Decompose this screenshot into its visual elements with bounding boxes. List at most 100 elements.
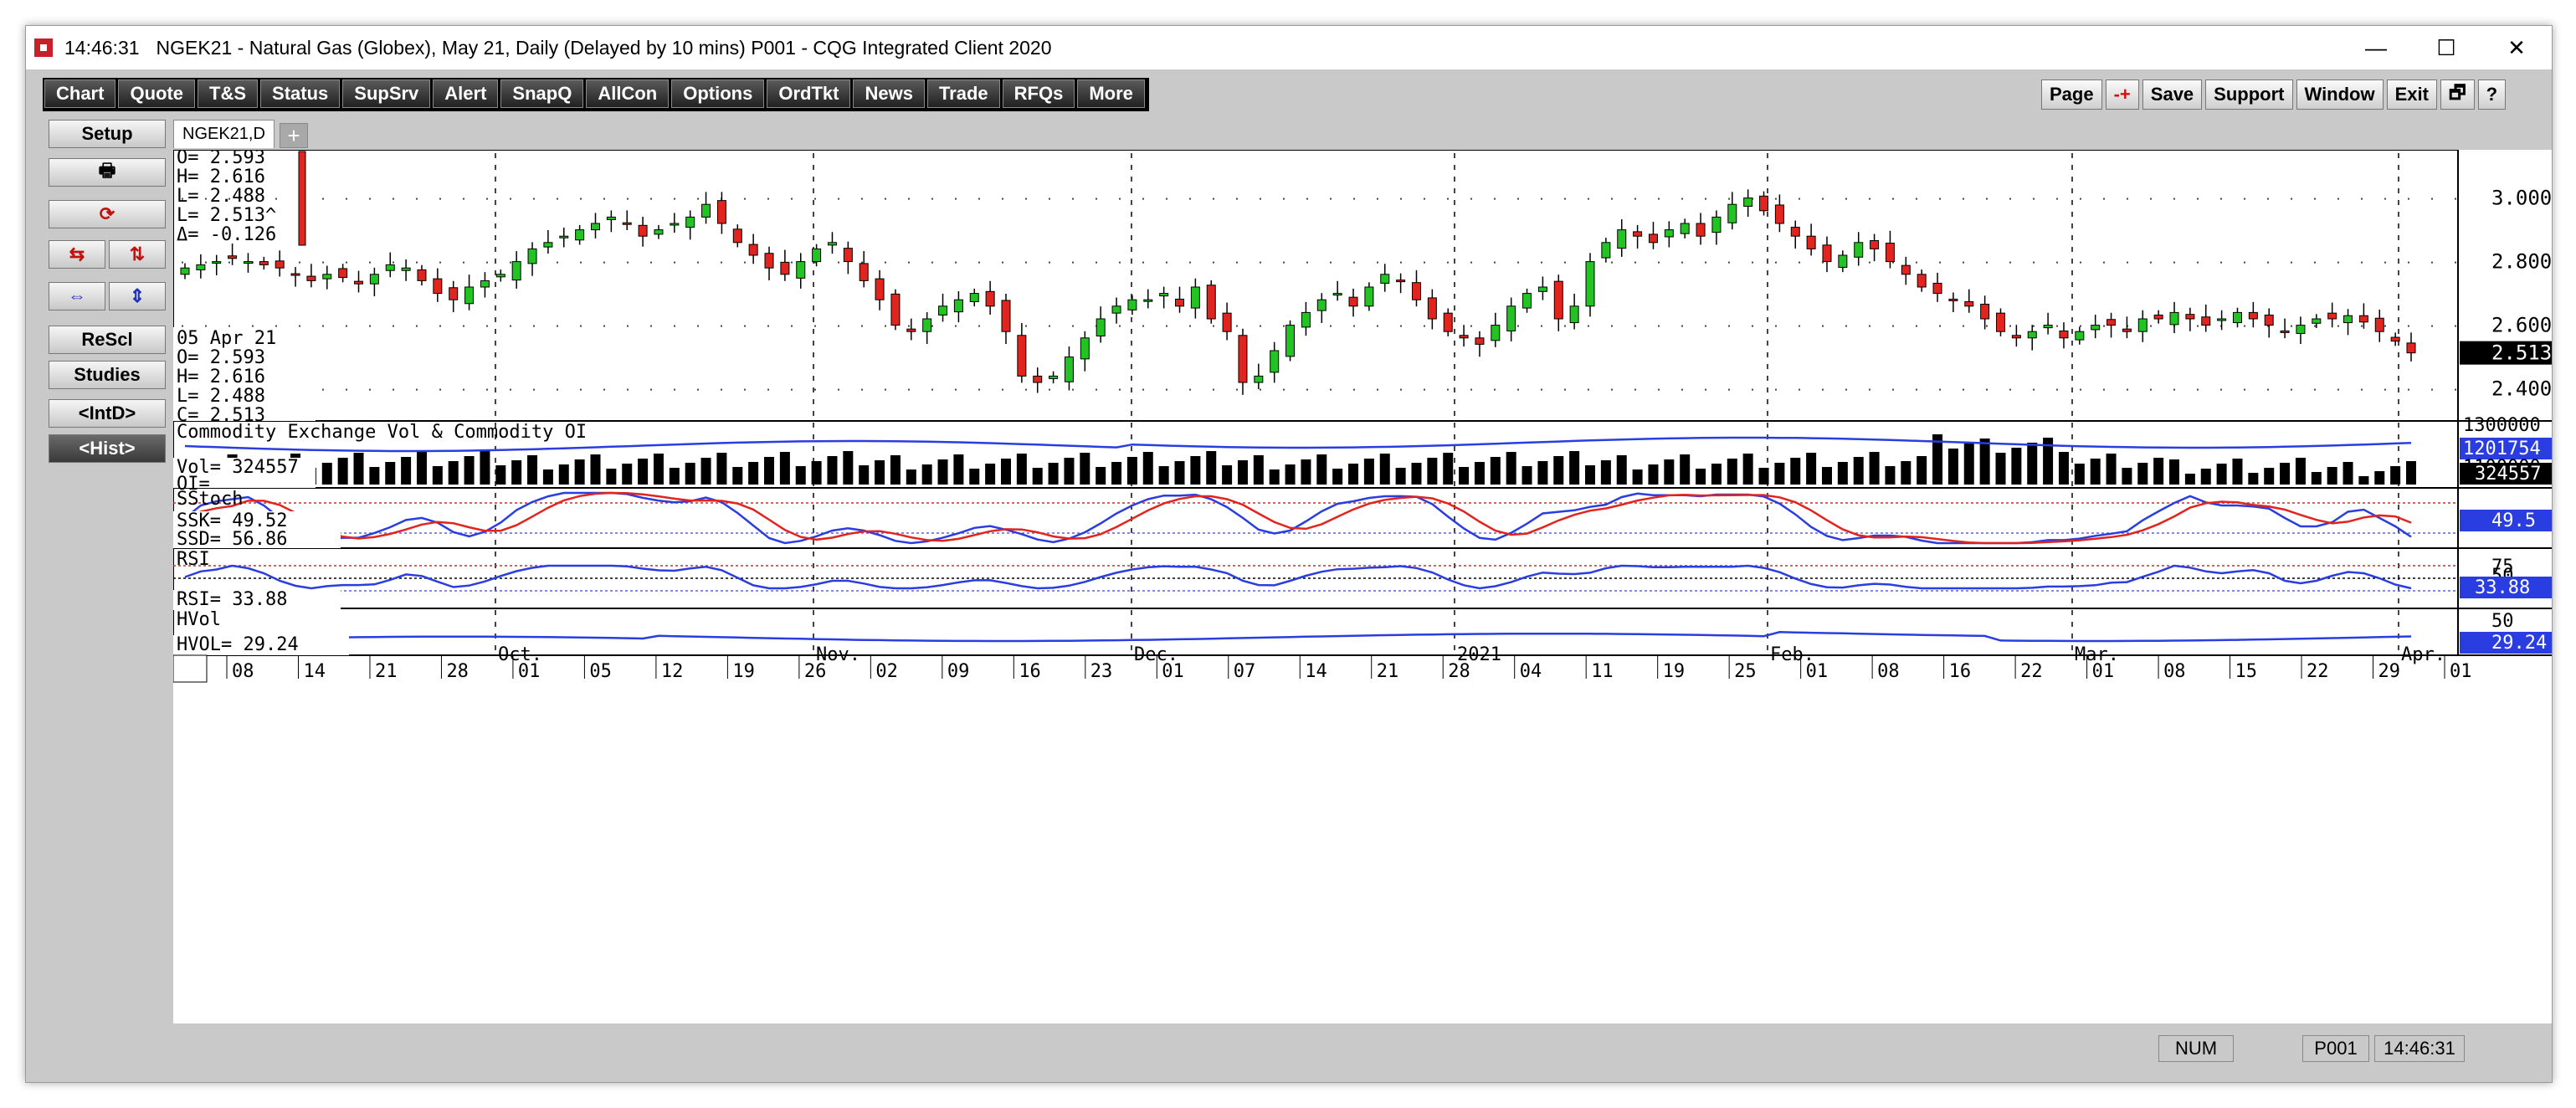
studies-button[interactable]: Studies [49, 361, 166, 389]
candle-body [259, 261, 269, 265]
swap-vertical-icon[interactable]: ⇅ [109, 240, 166, 269]
volume-bar [2137, 463, 2148, 485]
volume-bar [1080, 453, 1090, 485]
add-tab-button[interactable]: + [279, 123, 308, 148]
page-button[interactable]: Page [2041, 80, 2102, 110]
volume-bar [2011, 448, 2022, 485]
day-tick-label: 01 [2450, 661, 2472, 682]
candle-body [1348, 296, 1358, 307]
candle-body [1111, 305, 1121, 314]
menu-ordtkt[interactable]: OrdTkt [767, 80, 851, 108]
grid-dot [1705, 197, 1706, 200]
grid-dot [1658, 261, 1660, 264]
candle-body [606, 216, 616, 220]
menu-quote[interactable]: Quote [118, 80, 196, 108]
menu-snapq[interactable]: SnapQ [500, 80, 584, 108]
maximize-button[interactable]: ☐ [2436, 34, 2456, 60]
month-gridline [1131, 200, 1132, 205]
tab-ngek21[interactable]: NGEK21,D [173, 120, 275, 148]
month-gridline [2398, 270, 2399, 275]
grid-dot [322, 325, 324, 327]
grid-dot [1330, 261, 1332, 264]
menu-status[interactable]: Status [260, 80, 341, 108]
rescl-button[interactable]: ReScl [49, 326, 166, 354]
month-gridline [1454, 434, 1455, 439]
grid-dot [2291, 388, 2292, 391]
candle-body [1569, 305, 1579, 324]
month-gridline [2071, 481, 2073, 486]
menu-supsrv[interactable]: SupSrv [342, 80, 431, 108]
grid-dot [1494, 261, 1496, 264]
candle-body [2043, 325, 2053, 329]
grid-dot [1728, 325, 1730, 327]
candle-body [1238, 335, 1248, 383]
swap-horizontal-icon[interactable]: ⇆ [49, 240, 105, 269]
window-button[interactable]: Window [2296, 80, 2384, 110]
volume-bar [669, 468, 680, 485]
grid-dot [885, 197, 886, 200]
grid-dot [1377, 197, 1378, 200]
candle-body [1190, 286, 1200, 309]
volume-bar [432, 466, 443, 485]
menu-chart[interactable]: Chart [44, 80, 116, 108]
grid-dot [2267, 325, 2269, 327]
month-gridline [2071, 317, 2073, 322]
month-gridline [1454, 165, 1455, 170]
volume-bar [843, 451, 854, 485]
month-gridline [813, 294, 814, 299]
zoom-button[interactable]: -+ [2105, 80, 2139, 110]
grid-dot [721, 325, 722, 327]
chart-area[interactable]: 3.000 2.800 2.600 2.400 O= 2.593 H= 2.616 L= … [172, 147, 2552, 1023]
setup-button[interactable]: Setup [49, 120, 166, 148]
grid-dot [1424, 388, 1425, 391]
day-tick-label: 14 [303, 661, 326, 682]
cursor-icon[interactable]: ⟳ [49, 200, 166, 228]
grid-dot [2455, 261, 2456, 264]
hist-button[interactable]: <Hist> [49, 434, 166, 463]
month-gridline [1131, 259, 1132, 264]
menu-rfqs[interactable]: RFQs [1002, 80, 1075, 108]
volume-bar [1917, 456, 1927, 485]
save-button[interactable]: Save [2142, 80, 2203, 110]
grid-dot [1002, 197, 1003, 200]
menu-news[interactable]: News [853, 80, 925, 108]
candle-body [670, 223, 680, 226]
restore-icon[interactable]: 🗗 [2440, 80, 2475, 110]
axis-corner-box [172, 654, 208, 683]
menu-alert[interactable]: Alert [433, 80, 499, 108]
menu-allcon[interactable]: AllCon [586, 80, 670, 108]
volume-bar [1837, 462, 1848, 485]
volume-bar [890, 455, 901, 485]
grid-dot [2291, 197, 2292, 200]
month-gridline [1767, 165, 1768, 170]
menu-trade[interactable]: Trade [926, 80, 1000, 108]
month-gridline [2398, 446, 2399, 451]
support-button[interactable]: Support [2205, 80, 2293, 110]
grid-dot [814, 261, 816, 264]
expand-vertical-icon[interactable]: ⇕ [109, 282, 166, 310]
menu-ts[interactable]: T&S [198, 80, 259, 108]
hvol-axis-label: 50 [2491, 611, 2514, 632]
grid-dot [439, 197, 441, 200]
month-gridline [1767, 188, 1768, 193]
candle-body [1633, 231, 1643, 237]
minimize-button[interactable]: — [2365, 34, 2387, 60]
grid-dot [2056, 197, 2058, 200]
grid-dot [1845, 388, 1847, 391]
grid-dot [1986, 261, 1988, 264]
expand-horizontal-icon[interactable]: ⇔ [49, 282, 105, 310]
help-button[interactable]: ? [2477, 80, 2507, 110]
day-tick-label: 08 [1877, 661, 1900, 682]
menu-more[interactable]: More [1077, 80, 1145, 108]
volume-bar [2358, 476, 2369, 485]
exit-button[interactable]: Exit [2386, 80, 2437, 110]
menu-options[interactable]: Options [671, 80, 765, 108]
print-icon[interactable]: 🖶 [49, 158, 166, 187]
month-gridline [1454, 317, 1455, 322]
close-button[interactable]: ✕ [2507, 34, 2526, 60]
grid-dot [486, 261, 488, 264]
intd-button[interactable]: <IntD> [49, 399, 166, 428]
month-gridline [1131, 622, 1132, 627]
grid-dot [1517, 325, 1519, 327]
volume-bar [1932, 434, 1943, 485]
